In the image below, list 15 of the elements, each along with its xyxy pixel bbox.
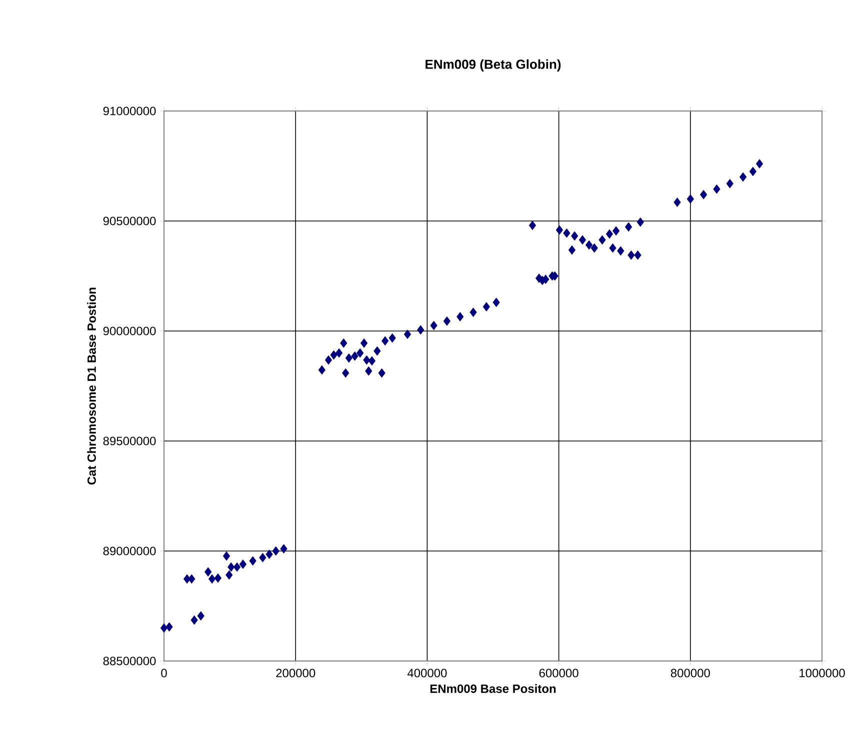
y-tick-label: 89000000	[103, 546, 156, 556]
chart-title: ENm009 (Beta Globin)	[426, 59, 561, 72]
x-tick-label: 1000000	[800, 668, 845, 678]
y-tick-label: 88500000	[103, 656, 156, 666]
x-tick-label: 200000	[276, 668, 316, 678]
y-tick-label: 89500000	[103, 436, 156, 446]
x-axis-title: ENm009 Base Positon	[430, 684, 556, 693]
y-tick-label: 91000000	[103, 106, 156, 116]
y-tick-label: 90500000	[103, 216, 156, 226]
y-axis-title: Cat Chromosome D1 Base Postion	[87, 288, 96, 485]
x-tick-label: 0	[161, 668, 167, 678]
x-tick-label: 600000	[539, 668, 578, 678]
y-tick-label: 90000000	[103, 326, 156, 336]
x-tick-label: 800000	[670, 668, 710, 678]
x-tick-label: 400000	[407, 668, 447, 678]
